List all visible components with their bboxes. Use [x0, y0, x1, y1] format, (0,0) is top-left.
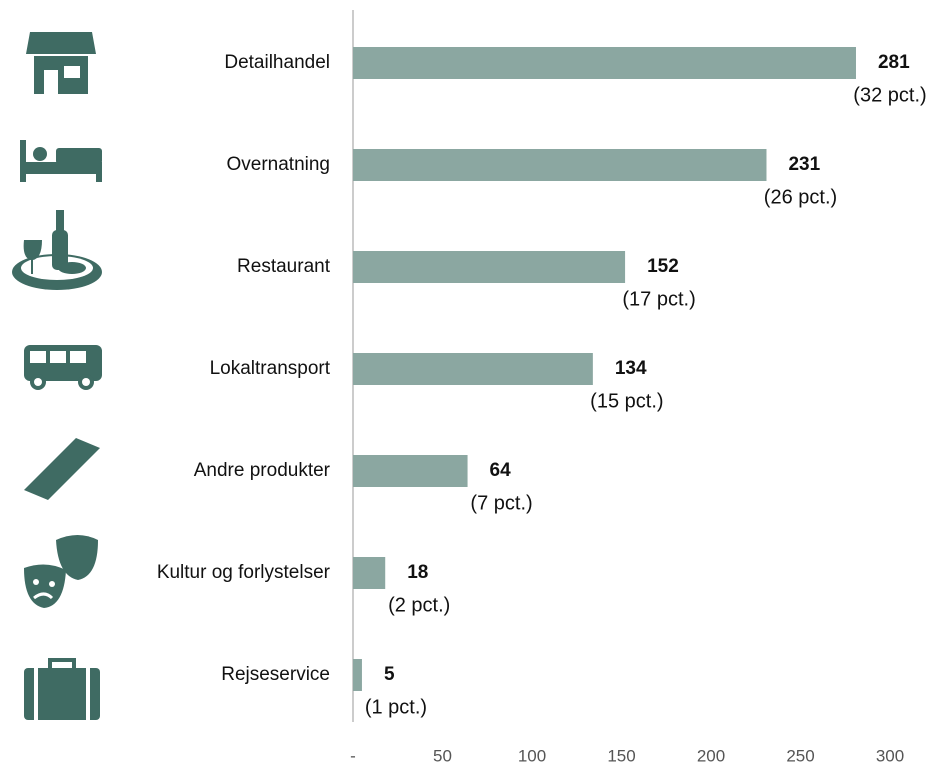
shop-icon: [26, 32, 96, 94]
value-label: 231: [788, 154, 820, 175]
category-label: Kultur og forlystelser: [157, 562, 331, 583]
x-tick-label: -: [350, 746, 356, 765]
icons: [12, 32, 102, 720]
share-label: (2 pct.): [388, 594, 450, 616]
bar: [353, 149, 767, 181]
bar: [353, 455, 468, 487]
category-label: Rejseservice: [221, 664, 330, 685]
bar: [353, 659, 362, 691]
bar: [353, 557, 386, 589]
category-label: Overnatning: [226, 154, 330, 175]
share-label: (1 pct.): [365, 696, 427, 718]
value-label: 64: [490, 460, 512, 481]
value-label: 134: [615, 358, 647, 379]
value-label: 152: [647, 256, 679, 277]
value-label: 5: [384, 664, 395, 685]
comb-icon: [24, 438, 100, 500]
share-label: (15 pct.): [590, 390, 663, 412]
bed-icon: [20, 140, 26, 182]
restaurant-icon: [12, 210, 102, 290]
category-label: Detailhandel: [224, 52, 330, 73]
bar: [353, 353, 593, 385]
share-label: (7 pct.): [470, 492, 532, 514]
x-tick-label: 200: [697, 746, 725, 765]
x-tick-label: 300: [876, 746, 904, 765]
bus-icon: [24, 345, 102, 390]
value-label: 18: [407, 562, 428, 583]
share-label: (17 pct.): [622, 288, 695, 310]
bar: [353, 47, 856, 79]
share-label: (26 pct.): [764, 186, 837, 208]
x-tick-label: 50: [433, 746, 452, 765]
category-label: Lokaltransport: [210, 358, 331, 379]
x-tick-label: 100: [518, 746, 546, 765]
value-label: 281: [878, 52, 910, 73]
category-label: Restaurant: [237, 256, 331, 277]
bar: [353, 251, 626, 283]
x-tick-label: 150: [607, 746, 635, 765]
category-label: Andre produkter: [194, 460, 331, 481]
share-label: (32 pct.): [853, 84, 926, 106]
masks-icon: [24, 535, 98, 608]
suitcase-icon: [24, 658, 100, 720]
x-tick-label: 250: [786, 746, 814, 765]
